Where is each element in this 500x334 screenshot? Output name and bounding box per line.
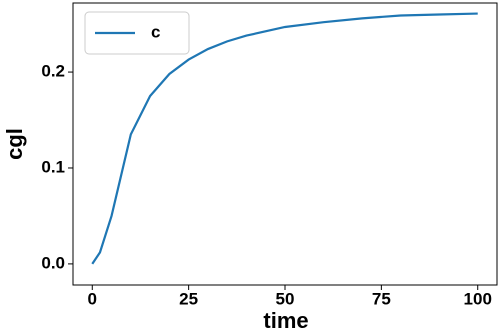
y-axis-label: cgl (2, 128, 27, 160)
x-axis-label: time (263, 308, 308, 333)
y-tick-label: 0.2 (41, 62, 65, 81)
x-tick-label: 75 (372, 289, 391, 308)
x-tick-label: 0 (88, 289, 97, 308)
x-tick-label: 50 (276, 289, 295, 308)
x-tick-label: 100 (464, 289, 492, 308)
line (91, 12, 478, 265)
legend-box (84, 11, 190, 55)
x-tick-label: 25 (179, 289, 198, 308)
y-tick-label: 0.1 (41, 157, 65, 176)
legend-label: c (151, 22, 160, 41)
y-tick-label: 0.0 (41, 253, 65, 272)
